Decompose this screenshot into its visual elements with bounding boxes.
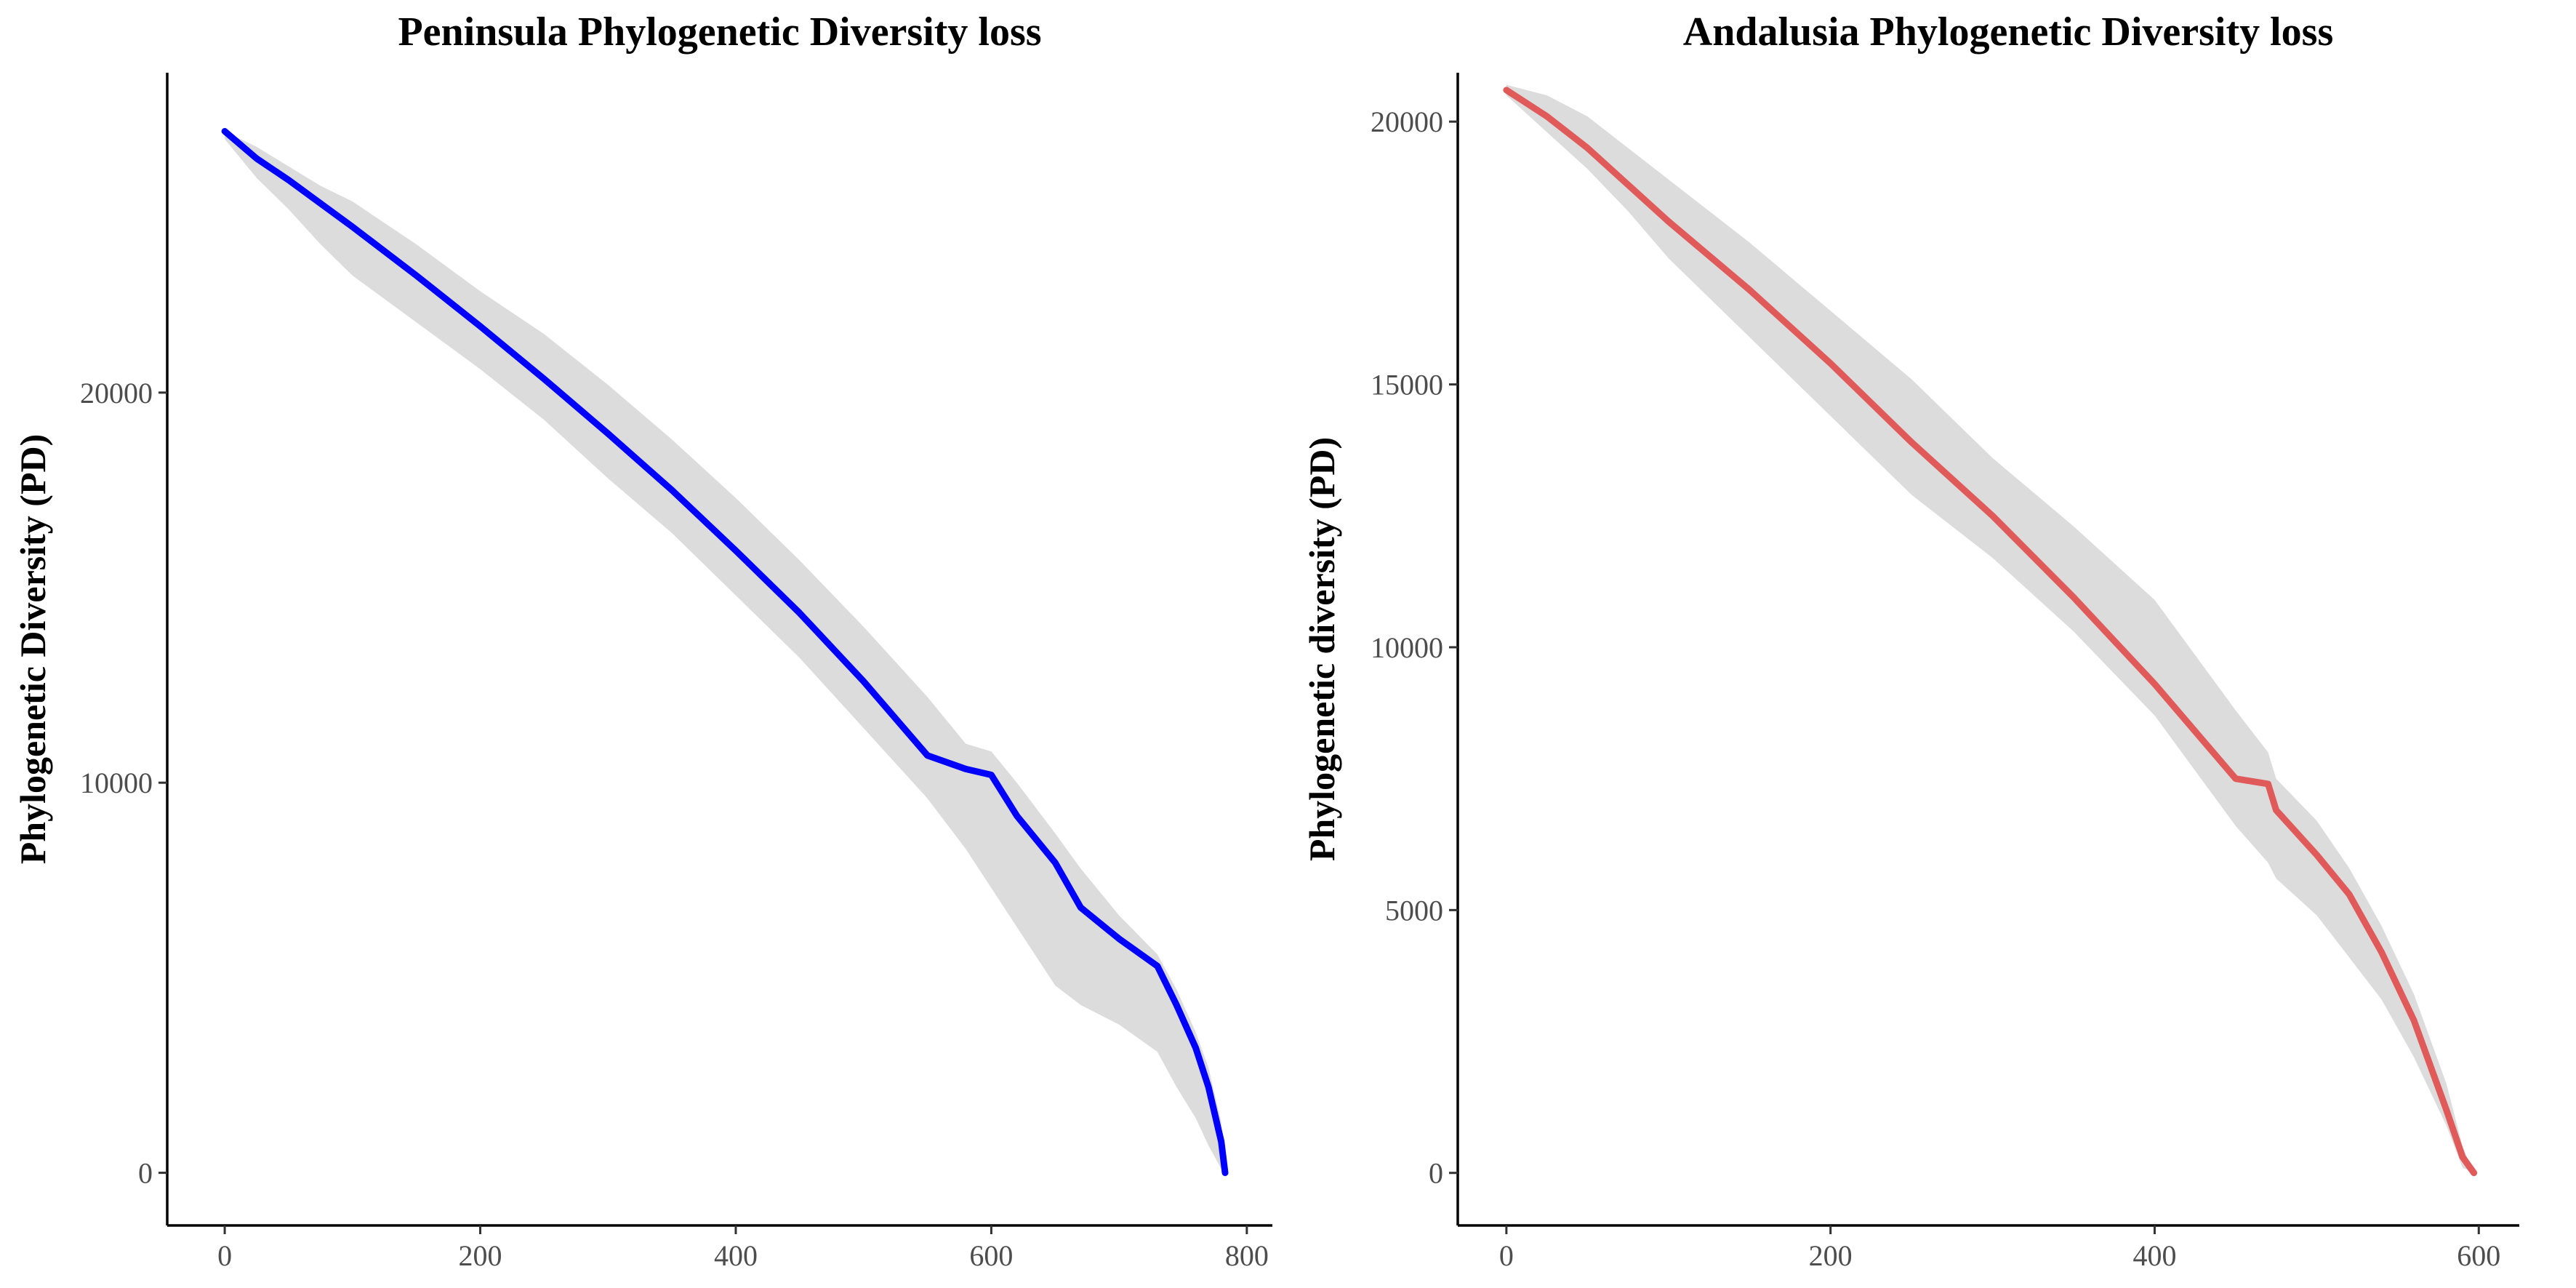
peninsula-x-tick-label: 800 [1225, 1239, 1269, 1272]
peninsula-chart-title: Peninsula Phylogenetic Diversity loss [398, 9, 1041, 55]
peninsula-confidence-band [225, 131, 1226, 1173]
andalusia-y-tick-label: 5000 [1385, 894, 1443, 927]
andalusia-pd-line [1503, 87, 2478, 1177]
andalusia-x-tick-label: 400 [2132, 1239, 2176, 1272]
andalusia-x-tick-label: 600 [2457, 1239, 2500, 1272]
andalusia-x-tick-label: 0 [1499, 1239, 1514, 1272]
andalusia-y-tick-label: 15000 [1371, 369, 1443, 401]
andalusia-y-tick-label: 20000 [1371, 105, 1443, 138]
andalusia-x-tick-label: 200 [1809, 1239, 1853, 1272]
peninsula-x-tick-label: 200 [459, 1239, 502, 1272]
andalusia-y-axis-label: Phylogenetic diversity (PD) [1301, 437, 1342, 861]
peninsula-y-axis-label: Phylogenetic Diversity (PD) [12, 434, 53, 865]
peninsula-y-tick-label: 20000 [80, 377, 153, 409]
peninsula-x-tick-label: 600 [969, 1239, 1013, 1272]
peninsula-x-tick-label: 0 [217, 1239, 232, 1272]
andalusia-y-tick-label: 10000 [1371, 631, 1443, 664]
peninsula-x-tick-label: 400 [714, 1239, 758, 1272]
andalusia-confidence-band [1506, 84, 2474, 1173]
andalusia-chart-title: Andalusia Phylogenetic Diversity loss [1683, 9, 2333, 55]
peninsula-y-tick-label: 0 [138, 1157, 153, 1190]
peninsula-pd-line [221, 128, 1229, 1177]
peninsula-y-tick-label: 10000 [80, 767, 153, 799]
andalusia-y-tick-label: 0 [1429, 1157, 1443, 1190]
